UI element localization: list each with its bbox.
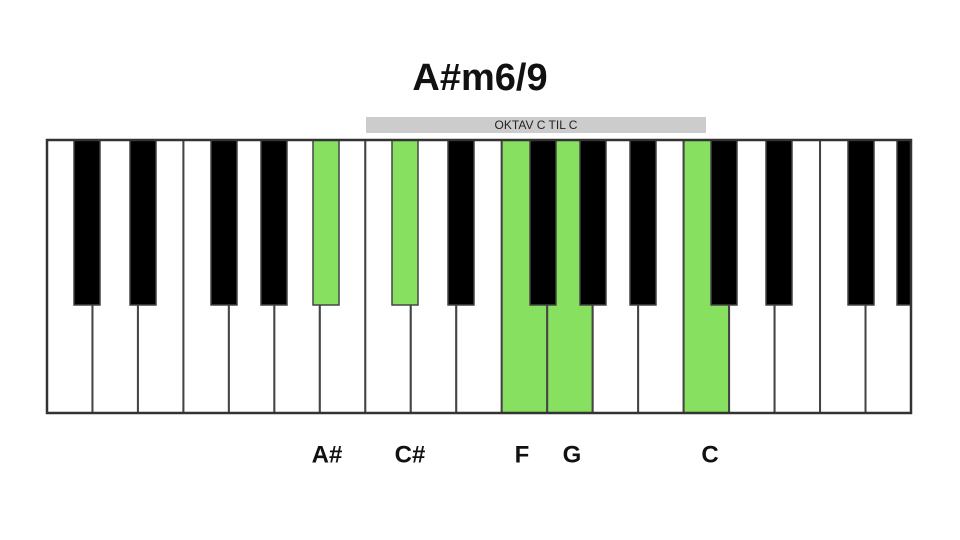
black-key [529,139,557,306]
black-key [765,139,793,306]
note-label: F [515,441,530,468]
note-label: A# [312,441,343,468]
black-key [73,139,101,306]
keyboard-border [45,138,913,415]
keyboard [45,138,913,415]
note-label: C [701,441,718,468]
black-key [210,139,238,306]
octave-bar [366,117,706,133]
chord-title: A#m6/9 [412,57,547,99]
note-label: G [563,441,582,468]
note-label: C# [395,441,426,468]
black-key [710,139,738,306]
black-key [847,139,875,306]
black-key [579,139,607,306]
black-key [391,139,419,306]
black-key [129,139,157,306]
octave-label: OKTAV C TIL C [495,118,578,132]
black-key [312,139,340,306]
black-key [629,139,657,306]
black-key [447,139,475,306]
black-key [896,139,912,306]
black-key [260,139,288,306]
